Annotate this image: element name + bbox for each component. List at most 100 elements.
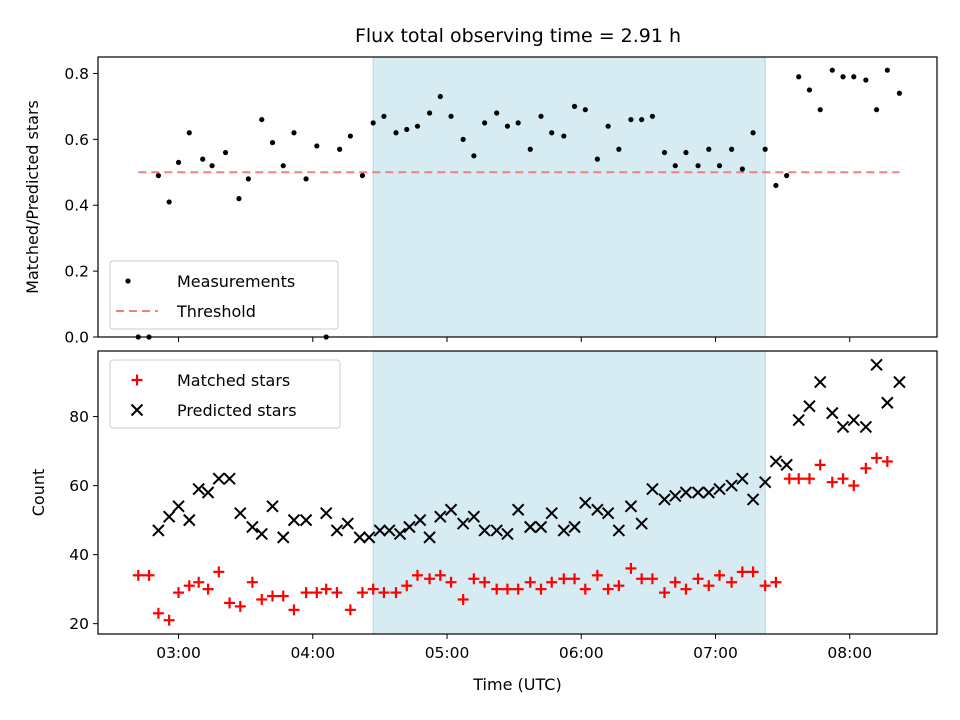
x-tick-label: 04:00 — [290, 644, 335, 662]
bottom-x-ticks: 03:00 04:00 05:00 06:00 07:00 08:00 — [156, 634, 872, 662]
predicted-star-point — [881, 396, 894, 409]
measurement-point — [381, 113, 387, 119]
predicted-star-point — [669, 489, 682, 503]
legend-predicted-label: Predicted stars — [177, 401, 297, 420]
predicted-star-point — [591, 503, 604, 516]
predicted-star-point — [511, 503, 525, 516]
predicted-star-point — [183, 513, 196, 527]
predicted-star-point — [635, 517, 648, 530]
predicted-star-point — [212, 472, 226, 485]
matched-star-point — [837, 473, 849, 485]
matched-star-point — [132, 569, 144, 581]
matched-star-point — [793, 473, 805, 485]
predicted-star-point — [534, 520, 548, 534]
matched-star-point — [246, 576, 258, 588]
matched-star-point — [524, 576, 536, 588]
matched-star-point — [143, 569, 155, 581]
measurement-point — [661, 149, 668, 156]
predicted-star-point — [501, 527, 514, 541]
y-tick-label: 60 — [69, 477, 89, 495]
measurement-point — [291, 130, 297, 136]
matched-star-point — [331, 587, 343, 599]
measurement-point — [482, 120, 488, 126]
matched-star-point — [860, 462, 872, 474]
measurement-point — [269, 140, 276, 146]
legend-matched-marker — [131, 374, 143, 386]
predicted-star-point — [769, 455, 783, 468]
predicted-star-point — [836, 420, 850, 434]
matched-star-point — [213, 566, 225, 578]
top-y-axis-label: Matched/Predicted stars — [23, 100, 42, 294]
measurement-point — [236, 196, 242, 202]
matched-star-point — [193, 576, 205, 588]
measurement-point — [829, 67, 835, 73]
y-tick-label: 40 — [69, 546, 89, 564]
measurement-point — [863, 77, 869, 83]
matched-star-point — [267, 590, 279, 602]
predicted-star-point — [330, 524, 344, 537]
matched-star-point — [512, 583, 524, 595]
y-tick-label: 80 — [69, 408, 89, 426]
predicted-star-point — [814, 375, 827, 389]
predicted-star-point — [803, 400, 816, 413]
measurement-point — [166, 199, 172, 205]
measurement-point — [571, 103, 578, 110]
matched-star-point — [646, 573, 658, 585]
measurement-point — [649, 113, 656, 119]
measurement-point — [773, 182, 779, 189]
predicted-star-point — [826, 406, 839, 420]
measurement-point — [784, 172, 790, 179]
matched-star-point — [826, 476, 838, 488]
measurement-point — [605, 123, 611, 129]
measurement-point — [806, 87, 813, 93]
x-tick-label: 05:00 — [425, 644, 470, 662]
legend-predicted-marker — [130, 403, 144, 417]
measurement-point — [494, 110, 500, 116]
top-panel-frame — [97, 56, 938, 338]
measurement-point — [840, 74, 846, 80]
predicted-star-point — [362, 531, 376, 544]
y-tick-label: 0.4 — [64, 197, 89, 215]
predicted-star-point — [524, 520, 537, 534]
matched-star-point — [288, 604, 300, 616]
predicted-star-point — [780, 458, 793, 472]
predicted-star-point — [413, 513, 427, 527]
measurement-point — [222, 149, 229, 156]
measurement-point — [200, 156, 206, 162]
measurement-point — [896, 90, 903, 96]
matched-star-point — [173, 587, 185, 599]
bottom-legend-box — [109, 359, 341, 429]
measurement-point — [616, 146, 622, 152]
matched-star-point — [163, 614, 175, 626]
matched-star-point — [356, 587, 368, 599]
predicted-star-point — [579, 496, 592, 510]
chart-title: Flux total observing time = 2.91 h — [355, 25, 681, 47]
predicted-star-point — [601, 507, 615, 520]
measurement-point — [370, 120, 376, 126]
measurement-point — [280, 163, 286, 169]
predicted-star-point — [341, 517, 354, 530]
matched-star-point — [726, 576, 738, 588]
matched-star-point — [234, 600, 246, 612]
bottom-shaded-interval — [372, 350, 766, 635]
bottom-y-ticks: 20 40 60 80 — [69, 408, 98, 633]
predicted-star-point — [444, 503, 458, 516]
predicted-star-point — [353, 531, 366, 544]
measurement-point — [303, 176, 309, 182]
measurement-point — [672, 163, 678, 169]
predicted-star-point — [172, 500, 185, 513]
measurement-point — [549, 130, 555, 136]
measurement-point — [639, 116, 645, 123]
predicted-star-point — [246, 520, 259, 534]
predicted-star-point — [467, 510, 481, 523]
matched-star-point — [535, 583, 547, 595]
predicted-star-point — [557, 524, 571, 537]
top-panel-marks — [135, 67, 903, 340]
measurement-point — [245, 176, 251, 182]
matched-star-point — [501, 583, 513, 595]
measurement-point — [471, 153, 477, 159]
x-tick-label: 06:00 — [559, 644, 604, 662]
matched-star-point — [558, 573, 570, 585]
measurement-point — [186, 130, 192, 136]
